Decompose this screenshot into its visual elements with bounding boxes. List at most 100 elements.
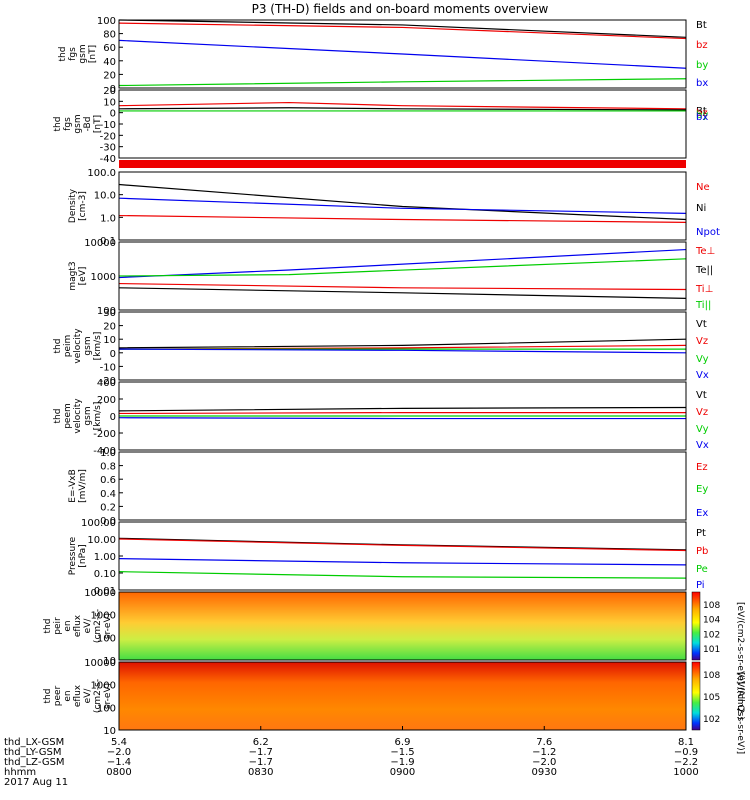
- ylabel-line: [eV]: [78, 267, 88, 286]
- series-line-3: [118, 417, 686, 420]
- xtick-label: 0800: [106, 767, 131, 778]
- ytick-label: 20: [103, 322, 116, 333]
- ylabel-line: fgs: [68, 47, 78, 61]
- ephemeris-label: thd_LY-GSM: [4, 747, 61, 758]
- ephemeris-value: −2.2: [674, 757, 698, 768]
- ytick-label: 0.0: [100, 516, 116, 527]
- panel-frame: [118, 381, 687, 451]
- series-line-1: [118, 22, 687, 40]
- ylabel-line: thd: [43, 619, 53, 634]
- ytick-label: -20: [100, 376, 116, 387]
- legend-bx: bx: [696, 112, 708, 123]
- ytick-label: 0: [110, 109, 116, 120]
- legend-Bt: Bt: [696, 20, 707, 31]
- ytick-label: 0: [110, 412, 116, 423]
- ytick-label: 40: [103, 57, 116, 68]
- ytick-label: -10: [100, 362, 116, 373]
- series-line-1: [118, 107, 687, 111]
- legend-Vy: Vy: [696, 354, 709, 365]
- ylabel-density: Density[cm-3]: [68, 188, 88, 223]
- ytick-label: 100.0: [87, 168, 116, 179]
- ylabel-line: [nT]: [88, 45, 98, 63]
- ytick-label: 1000: [91, 681, 116, 692]
- ylabel-peir_en_eflux: thdpeirenefluxeV/(cm2-s-sr-eV): [43, 609, 113, 643]
- series-line-2: [118, 214, 687, 223]
- ytick-label: 30: [103, 308, 116, 319]
- ytick-label: 10: [103, 335, 116, 346]
- series-line-1: [118, 538, 687, 552]
- ylabel-line: -Bd: [83, 117, 93, 132]
- ylabel-line: [km/s]: [93, 332, 103, 361]
- ytick-label: 0.2: [100, 502, 116, 513]
- ylabel-line: [mV/m]: [78, 469, 88, 503]
- series-line-3: [118, 348, 687, 354]
- xtick-label: 0900: [390, 767, 415, 778]
- ylabel-fgs: thdfgsgsm[nT]: [58, 44, 98, 63]
- xtick-label: 0830: [248, 767, 273, 778]
- legend-Te||: Te||: [695, 265, 713, 276]
- colorbar-tick-label: 102: [703, 630, 720, 640]
- series-line-0: [118, 248, 687, 279]
- ephemeris-value: −2.0: [532, 757, 556, 768]
- ytick-label: 0.8: [100, 462, 116, 473]
- ytick-label: 100: [97, 306, 116, 317]
- ylabel-line: en: [63, 690, 73, 701]
- ytick-label: -30: [100, 143, 116, 154]
- ytick-label: 60: [103, 43, 116, 54]
- panel-fgs_delta: thdfgsgsm-Bd[nT]20100-10-20-30-40Btbzbyb…: [53, 86, 708, 165]
- ytick-label: 10.0: [94, 191, 116, 202]
- ephemeris-value: 7.6: [536, 737, 552, 748]
- ylabel-line: peir: [53, 617, 63, 635]
- ytick-label: 20: [103, 70, 116, 81]
- ytick-label: 10.00: [87, 535, 116, 546]
- series-line-0: [118, 406, 687, 412]
- ylabel-peer_en_eflux: thdpeerenefluxeV/(cm2-s-sr-eV): [43, 679, 113, 713]
- legend-Ex: Ex: [696, 508, 708, 519]
- ytick-label: 10: [103, 726, 116, 737]
- panel-frame: [118, 521, 687, 591]
- legend-Vx: Vx: [696, 440, 709, 451]
- ylabel-line: fgs: [63, 117, 73, 131]
- legend-Pi: Pi: [696, 580, 705, 591]
- ylabel-line: eV/: [83, 688, 93, 704]
- ytick-label: 400: [97, 378, 116, 389]
- series-line-0: [118, 537, 687, 551]
- ylabel-line: eV/: [83, 618, 93, 634]
- ytick-label: -10: [100, 120, 116, 131]
- xtick-label: 1000: [673, 767, 698, 778]
- legend-bz: bz: [696, 40, 708, 51]
- colorbar-label: [eV/(cm2-s-sr-eV)]: [735, 672, 745, 754]
- legend-Bt: Bt: [696, 106, 707, 117]
- ylabel-line: thd: [53, 339, 63, 354]
- ylabel-line: velocity: [73, 398, 83, 434]
- ytick-label: -40: [100, 154, 116, 165]
- ytick-label: 200: [97, 395, 116, 406]
- ylabel-line: thd: [58, 47, 68, 62]
- colorbar-tick-label: 102: [703, 715, 720, 725]
- ylabel-line: peim: [63, 335, 73, 358]
- series-line-1: [118, 412, 686, 415]
- ytick-label: 0.4: [100, 489, 116, 500]
- ytick-label: 100: [97, 16, 116, 27]
- legend-by: by: [696, 60, 708, 71]
- ephemeris-value: −1.2: [532, 747, 556, 758]
- legend-bx: bx: [696, 78, 708, 89]
- panel-density: Density[cm-3] 100.0 10.0 1.0 0.1 Ne Ni Npot: [68, 168, 720, 247]
- ylabel-line: peem: [63, 403, 73, 429]
- ephemeris-value: −0.9: [674, 747, 698, 758]
- ylabel-line: eflux: [73, 684, 83, 707]
- ytick-label: 1.0: [100, 213, 116, 224]
- ephemeris-label: 2017 Aug 11: [4, 777, 68, 788]
- ylabel-line: [km/s]: [93, 402, 103, 431]
- ytick-label: 0.10: [94, 569, 116, 580]
- series-line-3: [118, 571, 687, 579]
- ephemeris-label: hhmm: [4, 767, 36, 778]
- ylabel-line: eflux: [73, 614, 83, 637]
- ylabel-line: thd: [53, 409, 63, 424]
- ytick-label: 10000: [84, 238, 116, 249]
- legend-Ey: Ey: [696, 484, 708, 495]
- ephemeris-value: 8.1: [678, 737, 694, 748]
- ytick-label: 0.01: [94, 586, 116, 597]
- series-line-0: [118, 183, 687, 221]
